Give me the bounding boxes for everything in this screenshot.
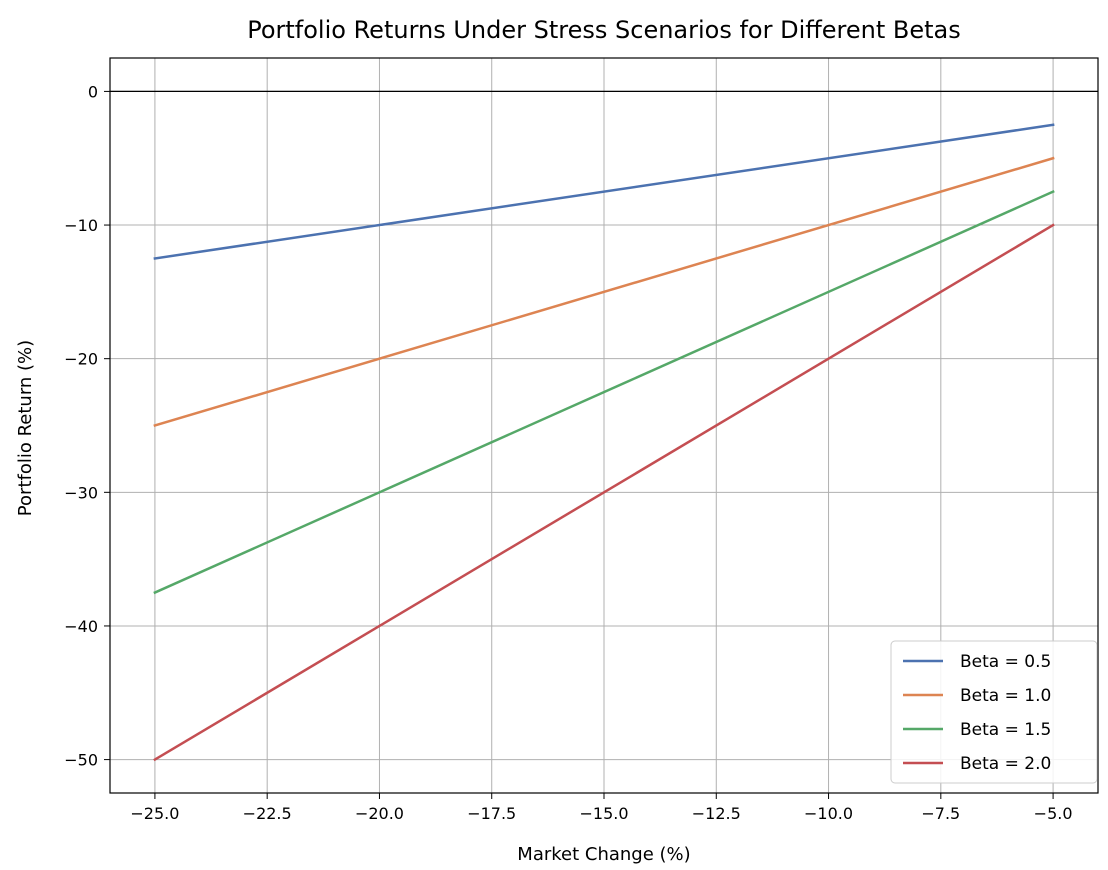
x-tick-label: −25.0 <box>130 804 179 823</box>
y-axis-ticks: 0 −10 −20 −30 −40 −50 <box>64 82 110 770</box>
y-tick-label: −10 <box>64 216 98 235</box>
x-tick-label: −20.0 <box>355 804 404 823</box>
y-tick-label: −20 <box>64 350 98 369</box>
x-tick-label: −15.0 <box>579 804 628 823</box>
x-tick-label: −12.5 <box>692 804 741 823</box>
x-axis-ticks: −25.0 −22.5 −20.0 −17.5 −15.0 −12.5 −10.0 −7.5 −… <box>130 793 1073 823</box>
series-line <box>153 189 1055 595</box>
legend-box <box>890 640 1098 784</box>
legend-label: Beta = 1.5 <box>960 720 1051 740</box>
y-tick-label: −50 <box>64 751 98 770</box>
x-tick-label: −22.5 <box>243 804 292 823</box>
y-tick-label: −40 <box>64 617 98 636</box>
series-lines <box>153 123 1055 762</box>
y-tick-label: 0 <box>88 82 98 101</box>
x-tick-label: −5.0 <box>1034 804 1073 823</box>
series-line <box>153 156 1055 428</box>
legend-label: Beta = 2.0 <box>960 754 1051 774</box>
y-tick-label: −30 <box>64 483 98 502</box>
x-axis-label: Market Change (%) <box>517 844 690 865</box>
chart-title: Portfolio Returns Under Stress Scenarios… <box>247 16 961 44</box>
series-line <box>153 223 1055 762</box>
series-line <box>153 123 1055 260</box>
legend: Beta = 0.5 Beta = 1.0 Beta = 1.5 Beta = 2.0 <box>890 640 1098 784</box>
x-tick-label: −10.0 <box>804 804 853 823</box>
legend-label: Beta = 1.0 <box>960 686 1051 706</box>
x-tick-label: −17.5 <box>467 804 516 823</box>
legend-label: Beta = 0.5 <box>960 652 1051 672</box>
x-tick-label: −7.5 <box>921 804 960 823</box>
y-axis-label: Portfolio Return (%) <box>15 340 36 516</box>
